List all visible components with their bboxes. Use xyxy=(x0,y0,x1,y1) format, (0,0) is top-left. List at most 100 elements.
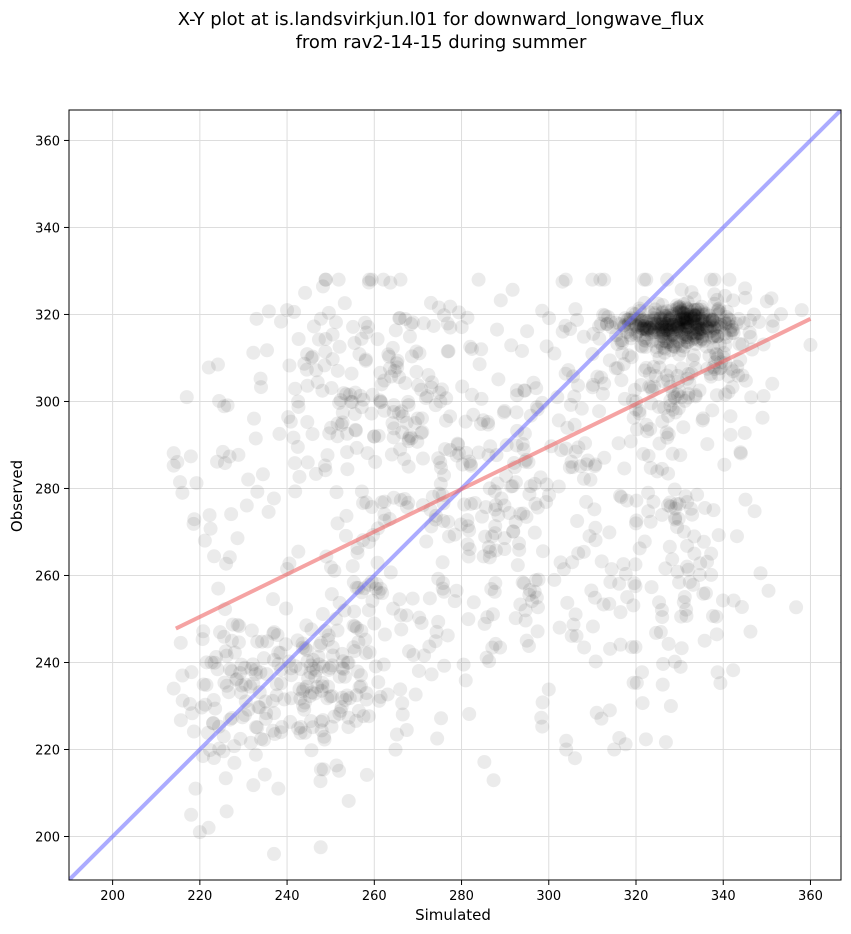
data-point xyxy=(349,688,364,703)
data-point xyxy=(653,311,668,326)
data-point xyxy=(219,648,234,663)
data-point xyxy=(674,330,689,345)
data-point xyxy=(658,735,673,750)
data-point xyxy=(338,528,353,543)
data-point xyxy=(670,519,685,534)
data-point xyxy=(705,312,720,327)
data-point xyxy=(590,369,605,384)
data-point xyxy=(318,272,333,287)
data-point xyxy=(324,587,339,602)
data-point xyxy=(663,322,678,337)
data-point xyxy=(206,716,221,731)
data-point xyxy=(564,454,579,469)
data-point xyxy=(747,504,762,519)
data-point xyxy=(669,325,684,340)
data-point xyxy=(237,707,252,722)
data-point xyxy=(675,306,690,321)
data-point xyxy=(437,308,452,323)
data-point xyxy=(274,676,289,691)
data-point xyxy=(195,632,210,647)
data-point xyxy=(291,332,306,347)
data-point xyxy=(587,459,602,474)
data-point xyxy=(710,302,725,317)
data-point xyxy=(679,333,694,348)
data-point xyxy=(327,709,342,724)
data-point xyxy=(517,383,532,398)
data-point xyxy=(366,429,381,444)
data-point xyxy=(287,456,302,471)
data-point xyxy=(674,390,689,405)
data-point xyxy=(679,312,694,327)
data-point xyxy=(320,691,335,706)
data-point xyxy=(373,395,388,410)
data-point xyxy=(481,417,496,432)
data-point xyxy=(663,311,678,326)
data-point xyxy=(700,437,715,452)
data-point xyxy=(692,383,707,398)
data-point xyxy=(198,697,213,712)
data-point xyxy=(206,716,221,731)
data-point xyxy=(742,325,757,340)
data-point xyxy=(676,296,691,311)
data-point xyxy=(304,714,319,729)
data-point xyxy=(655,340,670,355)
data-point xyxy=(617,461,632,476)
data-point xyxy=(443,409,458,424)
data-point xyxy=(368,659,383,674)
data-point xyxy=(676,312,691,327)
data-point xyxy=(628,516,643,531)
data-point xyxy=(736,316,751,331)
data-point xyxy=(307,686,322,701)
data-point xyxy=(672,312,687,327)
x-tick-label: 240 xyxy=(275,889,300,904)
data-point xyxy=(428,398,443,413)
data-point xyxy=(636,446,651,461)
data-point xyxy=(356,392,371,407)
data-point xyxy=(204,655,219,670)
data-point xyxy=(613,605,628,620)
data-point xyxy=(632,318,647,333)
data-point xyxy=(650,317,665,332)
data-point xyxy=(663,698,678,713)
data-point xyxy=(477,754,492,769)
data-point xyxy=(433,476,448,491)
data-point xyxy=(291,721,306,736)
data-point xyxy=(325,648,340,663)
data-point xyxy=(630,324,645,339)
data-point xyxy=(789,600,804,615)
data-point xyxy=(404,349,419,364)
data-point xyxy=(488,502,503,517)
data-point xyxy=(401,431,416,446)
data-point xyxy=(227,645,242,660)
data-point xyxy=(717,326,732,341)
data-point xyxy=(639,360,654,375)
data-point xyxy=(600,316,615,331)
data-point xyxy=(324,420,339,435)
data-point xyxy=(707,272,722,287)
data-point xyxy=(639,331,654,346)
data-point xyxy=(685,322,700,337)
data-point xyxy=(709,609,724,624)
data-point xyxy=(364,574,379,589)
data-point xyxy=(612,488,627,503)
chart-title-line2: from rav2-14-15 during summer xyxy=(296,32,587,53)
data-point xyxy=(566,617,581,632)
data-point xyxy=(659,425,674,440)
data-point xyxy=(617,391,632,406)
data-point xyxy=(694,316,709,331)
data-point xyxy=(367,616,382,631)
data-point xyxy=(239,498,254,513)
data-point xyxy=(509,383,524,398)
data-point xyxy=(551,413,566,428)
data-point xyxy=(403,317,418,332)
data-point xyxy=(696,534,711,549)
data-point xyxy=(280,303,295,318)
data-point xyxy=(461,549,476,564)
data-point xyxy=(700,554,715,569)
data-point xyxy=(339,508,354,523)
data-point xyxy=(526,375,541,390)
data-point xyxy=(692,567,707,582)
data-point xyxy=(219,804,234,819)
data-point xyxy=(651,325,666,340)
data-point xyxy=(565,555,580,570)
